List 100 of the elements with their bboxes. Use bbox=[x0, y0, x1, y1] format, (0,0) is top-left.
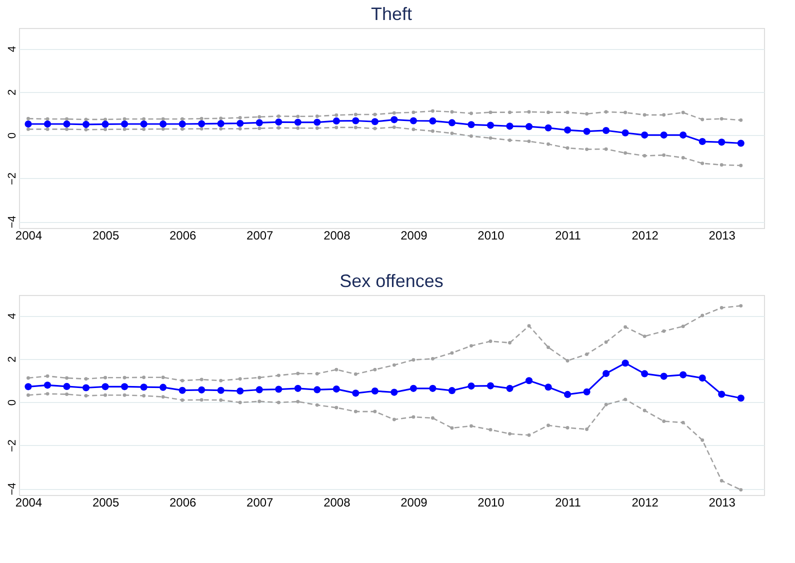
point bbox=[508, 138, 512, 142]
point bbox=[236, 387, 244, 395]
point bbox=[104, 118, 108, 122]
point bbox=[200, 378, 204, 382]
point bbox=[82, 384, 90, 392]
point bbox=[26, 116, 30, 120]
point bbox=[585, 112, 589, 116]
point bbox=[334, 113, 338, 117]
x-tick-label: 2006 bbox=[169, 228, 196, 242]
point bbox=[238, 377, 242, 381]
point bbox=[26, 393, 30, 397]
point bbox=[334, 126, 338, 130]
point bbox=[508, 341, 512, 345]
point bbox=[470, 134, 473, 138]
chart-title: Theft bbox=[370, 4, 412, 24]
point bbox=[468, 121, 475, 128]
point bbox=[448, 119, 456, 126]
point bbox=[122, 117, 126, 121]
point bbox=[737, 394, 744, 402]
point bbox=[546, 424, 550, 428]
y-tick-label: −2 bbox=[6, 172, 18, 186]
point bbox=[315, 372, 319, 376]
point bbox=[121, 120, 128, 128]
y-tick-label: 0 bbox=[6, 399, 18, 406]
point bbox=[354, 372, 358, 376]
point bbox=[583, 128, 590, 135]
point bbox=[104, 376, 108, 380]
point bbox=[142, 127, 146, 131]
point bbox=[700, 314, 704, 318]
point bbox=[624, 110, 628, 114]
point bbox=[142, 394, 146, 398]
chart-title: Sex offences bbox=[340, 271, 444, 291]
point bbox=[238, 400, 242, 404]
x-tick-label: 2004 bbox=[15, 496, 42, 510]
x-tick-label: 2009 bbox=[400, 496, 428, 510]
point bbox=[412, 110, 416, 114]
x-tick-label: 2012 bbox=[632, 228, 659, 242]
point bbox=[470, 112, 473, 116]
point bbox=[275, 386, 282, 393]
point bbox=[546, 346, 550, 350]
point bbox=[564, 126, 572, 134]
point bbox=[739, 488, 743, 492]
point bbox=[698, 374, 706, 382]
point bbox=[200, 127, 204, 130]
point bbox=[371, 387, 378, 395]
point bbox=[24, 383, 32, 390]
point bbox=[566, 426, 570, 430]
point bbox=[624, 151, 628, 155]
point bbox=[142, 117, 146, 121]
point bbox=[392, 126, 396, 129]
point bbox=[450, 132, 454, 136]
point bbox=[63, 120, 70, 128]
point bbox=[258, 376, 262, 380]
point bbox=[546, 110, 550, 114]
point bbox=[84, 128, 88, 132]
point bbox=[258, 115, 262, 119]
point bbox=[200, 398, 204, 402]
point bbox=[352, 390, 360, 397]
point bbox=[142, 376, 146, 380]
point bbox=[739, 164, 743, 168]
point bbox=[84, 118, 88, 122]
point bbox=[448, 387, 456, 394]
x-tick-label: 2013 bbox=[708, 228, 736, 242]
y-tick-label: −4 bbox=[6, 482, 18, 496]
point bbox=[525, 377, 533, 384]
point bbox=[412, 128, 416, 132]
point bbox=[373, 112, 377, 116]
point bbox=[412, 415, 416, 419]
point bbox=[700, 118, 704, 122]
point bbox=[276, 126, 280, 130]
point bbox=[410, 117, 417, 124]
point bbox=[450, 351, 454, 355]
y-tick-label: 0 bbox=[6, 132, 18, 139]
point bbox=[258, 126, 262, 130]
point bbox=[660, 372, 668, 380]
point bbox=[219, 116, 223, 120]
y-tick-label: −4 bbox=[6, 216, 18, 228]
point bbox=[26, 127, 30, 131]
point bbox=[46, 127, 50, 131]
point bbox=[660, 132, 668, 139]
point bbox=[662, 153, 666, 157]
point bbox=[122, 127, 126, 131]
point bbox=[354, 112, 358, 116]
point bbox=[450, 110, 454, 114]
point bbox=[217, 386, 224, 394]
point bbox=[44, 382, 52, 389]
point bbox=[488, 428, 492, 432]
point bbox=[104, 128, 108, 132]
point bbox=[566, 359, 570, 362]
point bbox=[44, 120, 52, 128]
point bbox=[122, 393, 126, 397]
point bbox=[334, 368, 338, 372]
point bbox=[698, 138, 706, 146]
point bbox=[642, 113, 646, 117]
point bbox=[65, 117, 68, 121]
point bbox=[392, 418, 396, 422]
point bbox=[390, 116, 398, 124]
point bbox=[470, 424, 473, 428]
point bbox=[585, 352, 589, 356]
point bbox=[65, 376, 68, 380]
